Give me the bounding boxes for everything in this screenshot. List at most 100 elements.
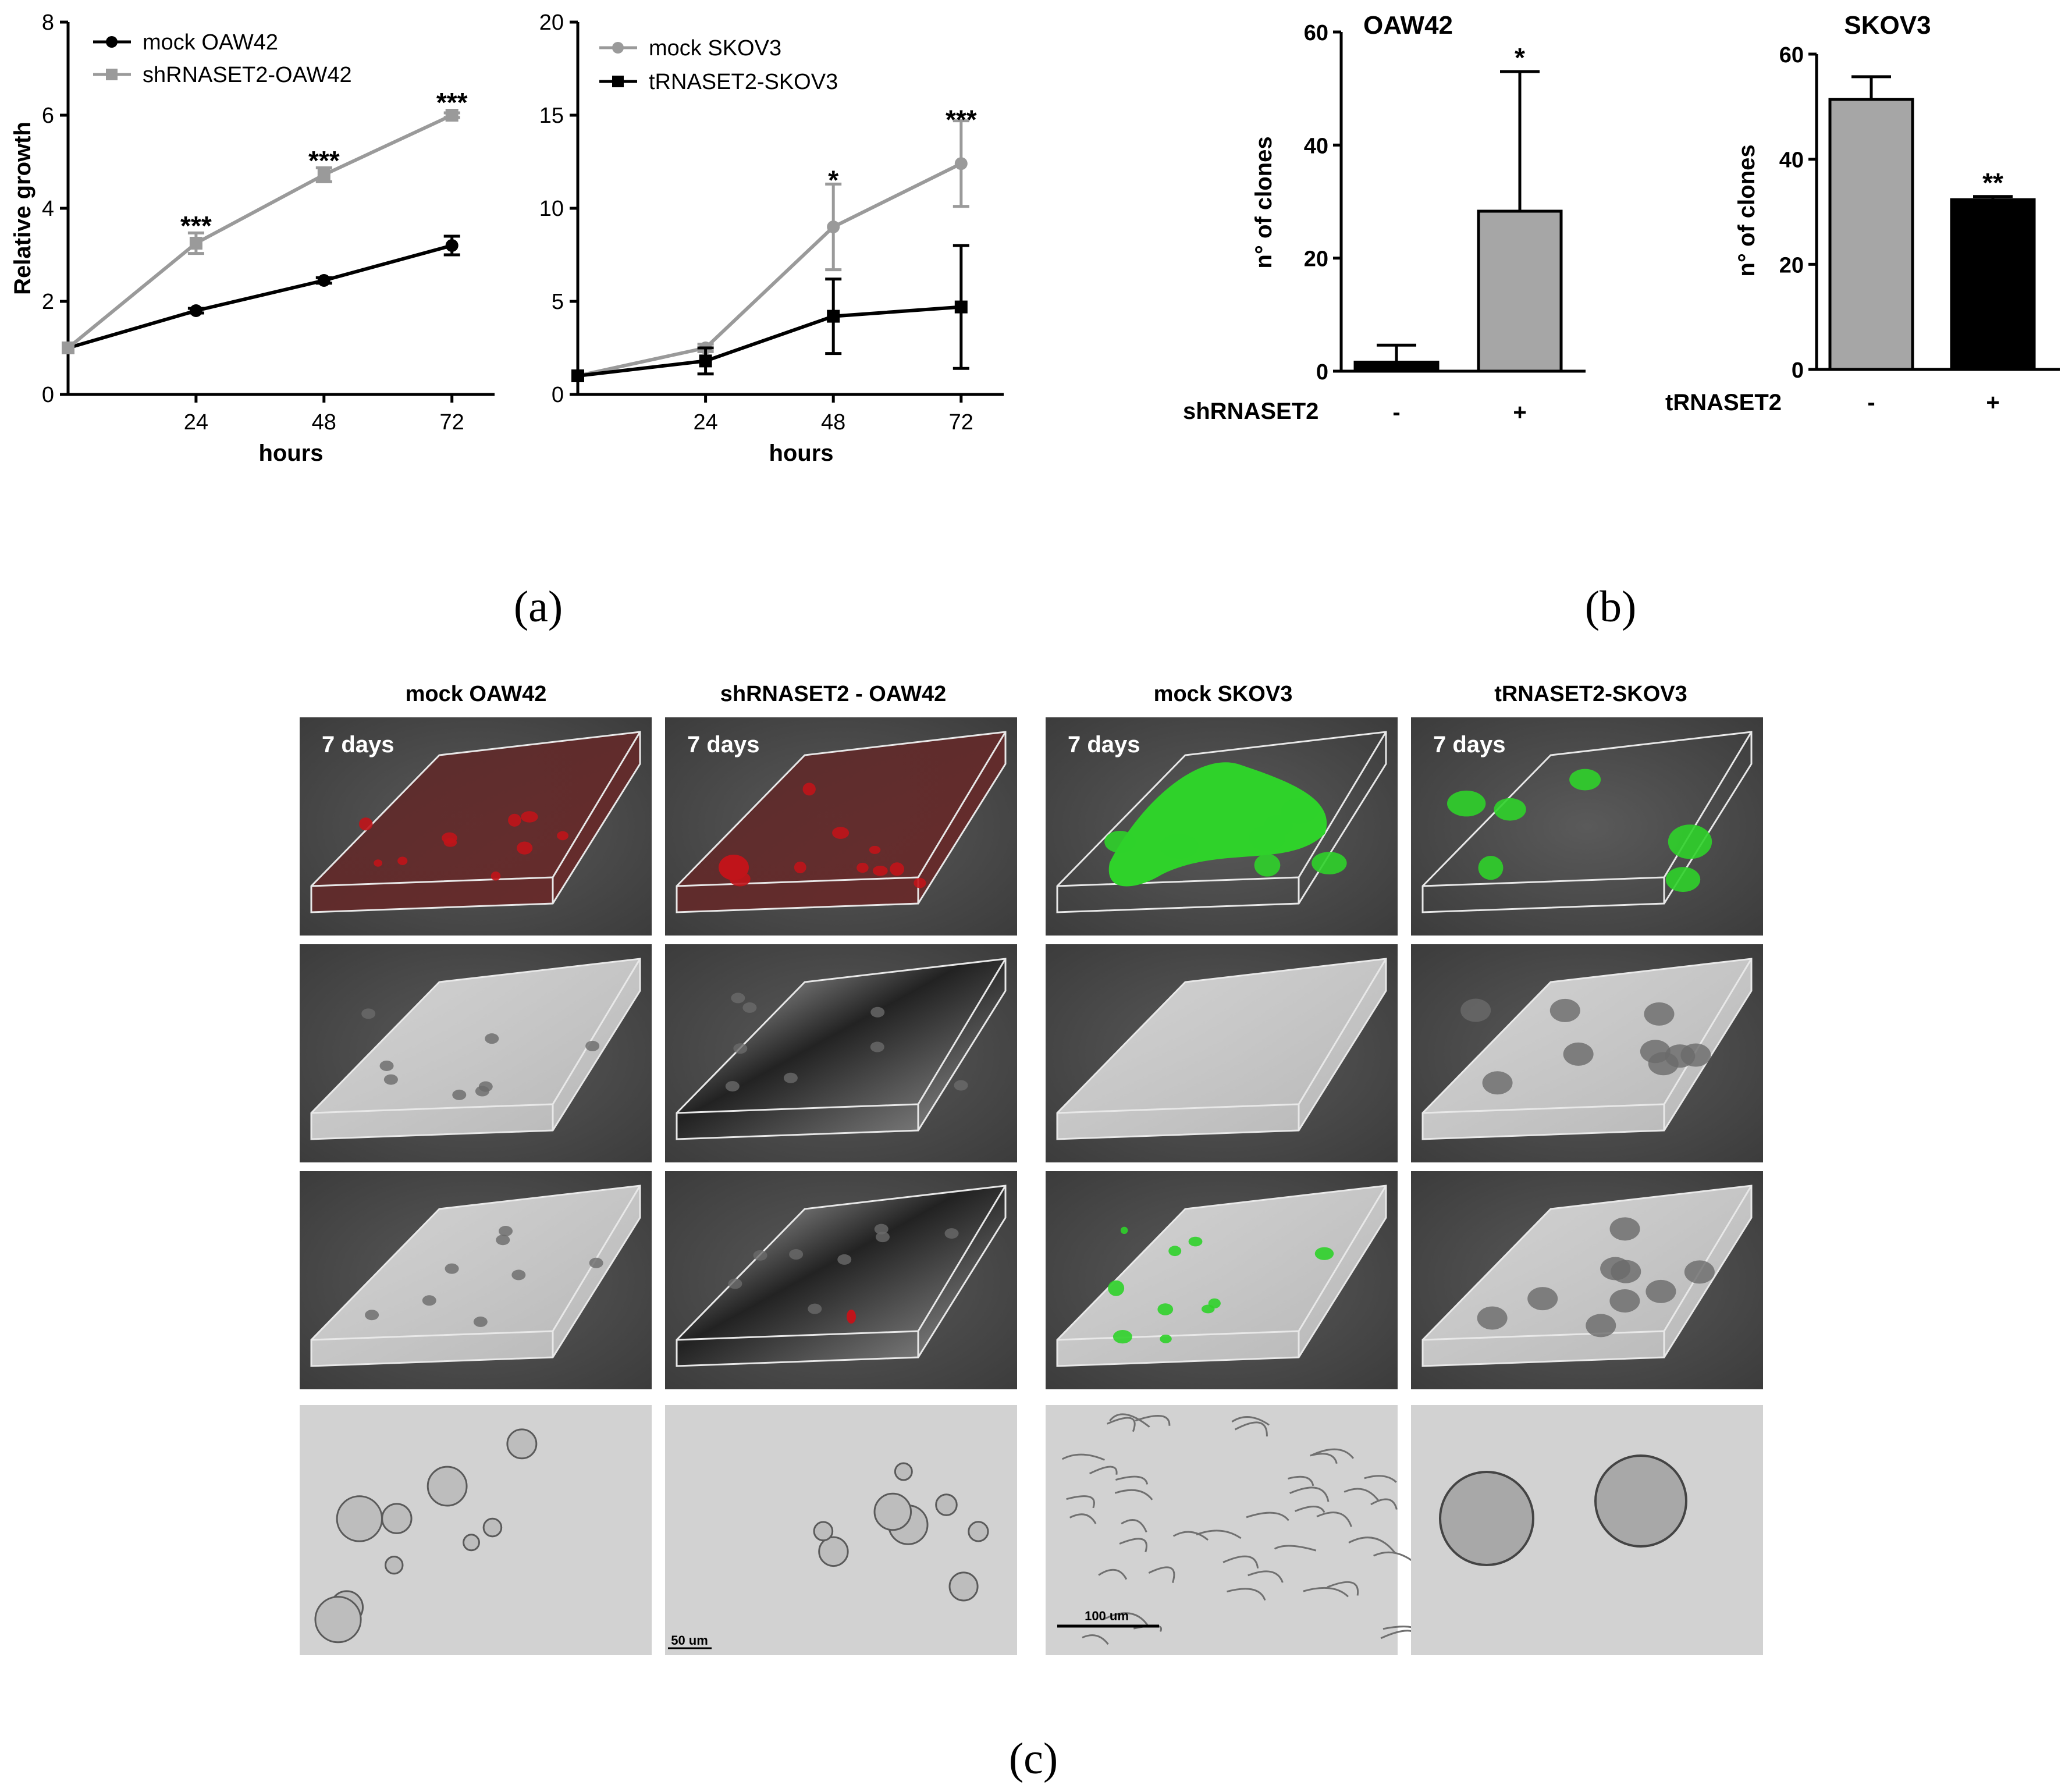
box-edge xyxy=(1422,1185,1753,1357)
cell-impression xyxy=(379,1060,394,1071)
legend-label-trnaset2: tRNASET2-SKOV3 xyxy=(649,70,838,94)
cell-colony xyxy=(314,1596,362,1644)
cell-colony xyxy=(873,1492,912,1531)
micrograph-tile xyxy=(300,1171,652,1389)
data-point xyxy=(62,342,74,354)
cell-mass xyxy=(1108,762,1327,887)
legend: mock OAW42 shRNASET2-OAW42 xyxy=(93,30,352,87)
cell-impression xyxy=(1460,998,1491,1022)
cell-outline xyxy=(1316,1511,1352,1527)
cell-outline xyxy=(1172,1531,1209,1541)
cell-outline xyxy=(1246,1511,1289,1521)
data-point xyxy=(445,239,459,252)
data-point xyxy=(827,310,840,323)
slab-surface xyxy=(1057,1186,1386,1366)
legend-marker-mock-oaw42 xyxy=(106,36,118,48)
box-outline xyxy=(676,958,1007,1140)
data-point xyxy=(827,220,840,233)
y-tick-label: 40 xyxy=(1304,134,1328,158)
cell-cluster xyxy=(856,862,869,873)
group-label: tRNASET2 xyxy=(1665,390,1782,415)
y-tick-label: 0 xyxy=(552,383,564,407)
cell-cluster xyxy=(872,865,888,876)
chart-title: SKOV3 xyxy=(1844,11,1931,40)
cell-cluster xyxy=(1254,853,1281,877)
micrograph-tile xyxy=(1411,1405,1763,1655)
cell-colony xyxy=(385,1555,404,1575)
category-labels: - + xyxy=(1392,400,1526,425)
category-label: - xyxy=(1392,400,1400,425)
cell-impression xyxy=(875,1232,890,1243)
cell-cluster xyxy=(802,783,816,796)
significance-label: *** xyxy=(180,211,212,241)
cell-cluster xyxy=(1296,800,1320,819)
slab-surface xyxy=(677,1186,1005,1366)
y-tick-label: 8 xyxy=(42,10,54,35)
cell-impression xyxy=(1640,1040,1671,1064)
cell-cluster xyxy=(832,827,850,839)
significance-label: *** xyxy=(946,105,977,135)
slab-surface xyxy=(311,959,640,1139)
cell-cluster xyxy=(1569,769,1601,791)
cell-outline xyxy=(1061,1453,1105,1461)
legend-label-mock-oaw42: mock OAW42 xyxy=(143,30,278,55)
cell-cluster xyxy=(1447,790,1486,817)
box-edge xyxy=(311,1185,641,1357)
y-tick-label: 5 xyxy=(552,290,564,314)
cell-cluster xyxy=(1113,1329,1132,1344)
cell-outline xyxy=(1288,1475,1314,1486)
slab-surface xyxy=(311,1186,640,1366)
cell-outline xyxy=(1119,1538,1147,1553)
cell-outline xyxy=(1082,1634,1109,1645)
cell-outline xyxy=(1364,1475,1397,1483)
cell-cluster xyxy=(719,855,749,880)
cell-cluster xyxy=(1160,834,1199,859)
cell-impression xyxy=(1527,1287,1558,1311)
significance-label: *** xyxy=(308,145,340,176)
cell-impression xyxy=(383,1074,398,1085)
cell-cluster xyxy=(1168,1246,1182,1257)
slab-surface xyxy=(677,732,1005,912)
significance-label: *** xyxy=(436,87,468,118)
x-tick-label: 48 xyxy=(312,410,336,435)
series-line xyxy=(67,113,453,350)
cell-cluster xyxy=(397,856,408,865)
cell-outline xyxy=(1066,1495,1095,1509)
days-label: 7 days xyxy=(1068,732,1140,757)
cell-impression xyxy=(742,1002,757,1013)
cell-colony xyxy=(948,1571,979,1602)
cell-outline xyxy=(1069,1513,1097,1524)
days-label: 7 days xyxy=(322,732,395,757)
cell-impression xyxy=(499,1226,513,1237)
legend-marker-shrnaset2 xyxy=(106,69,118,80)
column-header-mock-oaw42: mock OAW42 xyxy=(406,682,547,706)
cell-outline xyxy=(1248,1570,1284,1583)
data-point xyxy=(189,237,202,250)
data-point xyxy=(954,157,968,170)
cell-colony xyxy=(463,1534,480,1552)
cell-colony xyxy=(813,1521,834,1542)
cell-impression xyxy=(585,1040,600,1051)
x-tick-label: 24 xyxy=(184,410,208,435)
cell-impression xyxy=(1600,1257,1631,1281)
y-axis-title: Relative growth xyxy=(10,122,35,295)
legend-marker-trnaset2 xyxy=(612,76,624,87)
series-2 xyxy=(571,244,969,382)
bar xyxy=(1950,198,2036,371)
x-axis-title: hours xyxy=(769,440,833,466)
cell-impression xyxy=(511,1269,526,1281)
cell-impression xyxy=(1549,998,1580,1022)
cell-outline xyxy=(1312,1448,1355,1459)
micrograph-tile xyxy=(1046,1171,1398,1389)
data-point xyxy=(317,274,330,287)
cell-outline xyxy=(1348,1537,1396,1554)
micrograph-tile xyxy=(300,1405,652,1655)
cell-impression xyxy=(733,1043,748,1054)
x-tick-label: 48 xyxy=(821,410,845,435)
y-tick-label: 15 xyxy=(539,104,564,128)
x-tick-label: 72 xyxy=(949,410,973,435)
cell-impression xyxy=(361,1008,376,1019)
cell-impression xyxy=(589,1257,603,1268)
